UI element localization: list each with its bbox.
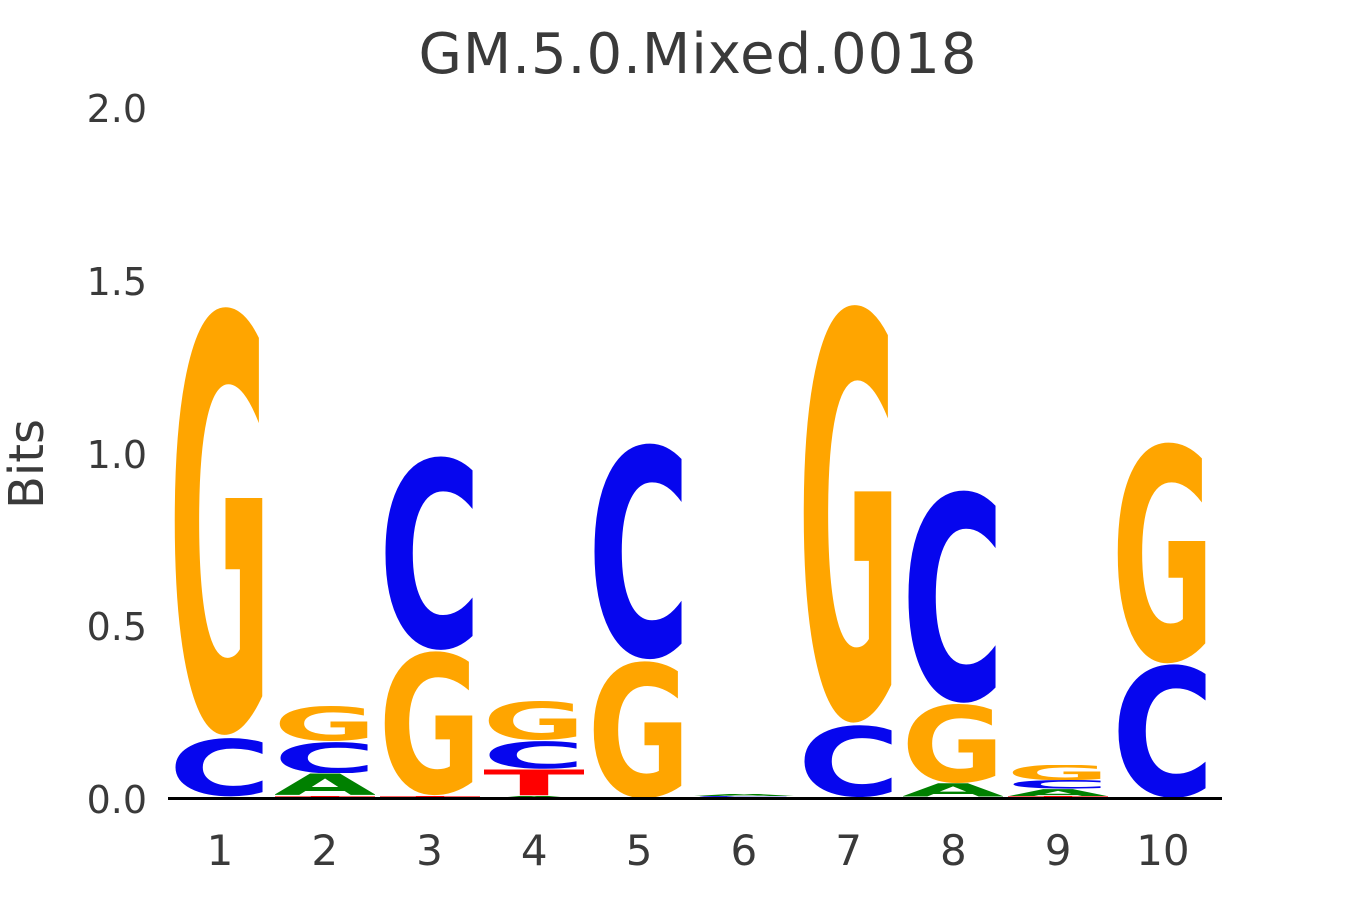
logo-letter-G-pos-9: G	[1008, 765, 1108, 781]
logo-column-1: GCT	[170, 306, 270, 799]
svg-text:G: G	[380, 651, 480, 796]
svg-text:C: C	[1113, 664, 1213, 799]
y-tick-label-1.0: 1.0	[86, 432, 147, 477]
svg-text:A: A	[903, 783, 1003, 797]
svg-text:T: T	[484, 769, 584, 796]
logo-letter-C-pos-1: C	[170, 738, 270, 797]
logo-letter-C-pos-6: C	[694, 796, 794, 797]
svg-text:A: A	[275, 773, 375, 795]
x-tick-label-10: 10	[1136, 826, 1190, 875]
logo-letter-G-pos-2: G	[275, 706, 375, 741]
logo-letter-C-pos-5: C	[589, 443, 689, 661]
logo-letter-C-pos-4: C	[484, 741, 584, 769]
y-tick-label-1.5: 1.5	[86, 260, 147, 305]
svg-text:C: C	[484, 741, 584, 769]
svg-text:G: G	[275, 706, 375, 741]
svg-text:G: G	[170, 306, 270, 738]
logo-letter-G-pos-3: G	[380, 651, 480, 796]
svg-text:G: G	[799, 304, 899, 725]
svg-text:C: C	[380, 456, 480, 651]
x-tick-label-3: 3	[416, 826, 443, 875]
logo-letter-T-pos-4: T	[484, 769, 584, 796]
y-axis-label: Bits	[0, 418, 55, 510]
svg-text:G: G	[903, 704, 1003, 783]
logo-column-8: CGAT	[903, 490, 1003, 799]
logo-letter-C-pos-10: C	[1113, 664, 1213, 799]
logo-letter-G-pos-10: G	[1113, 442, 1213, 665]
logo-letter-A-pos-2: A	[275, 773, 375, 795]
x-tick-label-4: 4	[520, 826, 548, 875]
logo-letter-G-pos-7: G	[799, 304, 899, 725]
logo-column-3: CGT	[380, 456, 480, 799]
logo-letter-G-pos-8: G	[903, 704, 1003, 783]
logo-letter-C-pos-8: C	[903, 490, 1003, 704]
logo-letter-A-pos-6: A	[694, 794, 794, 796]
logo-column-7: GCT	[799, 304, 899, 799]
x-tick-label-9: 9	[1044, 826, 1072, 875]
logo-letter-C-pos-9: C	[1008, 780, 1108, 789]
svg-text:C: C	[799, 725, 899, 798]
x-tick-label-8: 8	[940, 826, 967, 875]
logo-letter-C-pos-7: C	[799, 725, 899, 798]
svg-text:A: A	[1008, 789, 1108, 797]
logo-letter-C-pos-3: C	[380, 456, 480, 651]
svg-text:C: C	[589, 443, 689, 661]
x-tick-label-1: 1	[206, 826, 234, 875]
x-tick-label-7: 7	[835, 826, 862, 875]
svg-text:C: C	[694, 796, 794, 797]
svg-text:C: C	[1008, 780, 1108, 789]
logo-letter-G-pos-5: G	[589, 661, 689, 799]
svg-text:G: G	[484, 701, 584, 741]
svg-text:C: C	[275, 742, 375, 774]
logo-letter-C-pos-2: C	[275, 742, 375, 774]
logo-letter-A-pos-9: A	[1008, 789, 1108, 797]
logo-letter-G-pos-1: G	[170, 306, 270, 738]
logo-column-2: GCAT	[275, 706, 375, 799]
x-tick-label-5: 5	[625, 826, 653, 875]
svg-text:C: C	[903, 490, 1003, 704]
chart-title: GM.5.0.Mixed.0018	[418, 22, 978, 87]
logo-letter-A-pos-8: A	[903, 783, 1003, 797]
svg-text:G: G	[1008, 765, 1108, 781]
svg-text:G: G	[1113, 442, 1213, 665]
svg-text:A: A	[694, 794, 794, 796]
logo-column-4: GCTA	[484, 701, 584, 799]
y-tick-label-0.0: 0.0	[86, 778, 147, 822]
logo-letter-G-pos-4: G	[484, 701, 584, 741]
y-tick-label-2.0: 2.0	[86, 87, 147, 132]
x-axis-line	[168, 797, 1222, 800]
logo-column-9: GCAT	[1008, 765, 1108, 800]
y-tick-label-0.5: 0.5	[86, 605, 147, 650]
svg-text:G: G	[589, 661, 689, 799]
x-tick-label-2: 2	[311, 826, 339, 875]
x-tick-label-6: 6	[730, 826, 758, 875]
svg-text:C: C	[170, 738, 270, 797]
